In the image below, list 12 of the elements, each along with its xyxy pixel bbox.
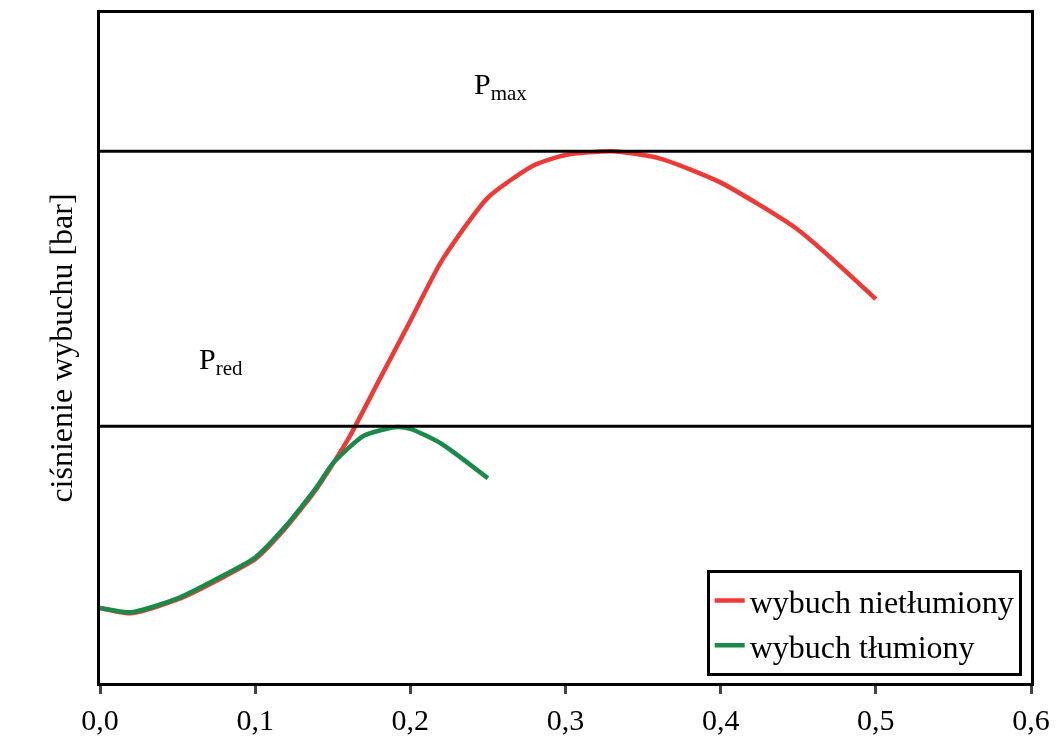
- x-tick-label: 0,4: [701, 703, 740, 736]
- x-tick-label: 0,0: [81, 703, 119, 736]
- legend-label: wybuch nietłumiony: [749, 584, 1014, 621]
- legend-label: wybuch tłumiony: [749, 628, 975, 665]
- x-tick-label: 0,2: [391, 703, 430, 736]
- x-tick-label: 0,5: [857, 703, 895, 736]
- x-tick-label: 0,3: [546, 703, 585, 736]
- x-tick-label: 0,6: [1012, 703, 1050, 736]
- ref-line-label: P$_{max}$: [474, 67, 528, 106]
- x-tick-label: 0,1: [236, 703, 274, 736]
- y-axis-title: ciśnienie wybuchu [bar]: [43, 193, 80, 503]
- ref-line-label: P$_{red}$: [199, 342, 243, 381]
